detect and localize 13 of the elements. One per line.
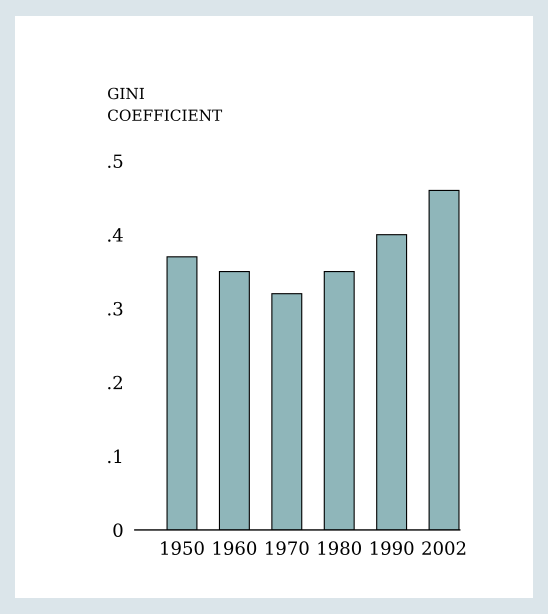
y-tick-label: .4	[108, 228, 123, 242]
y-tick-label: .3	[108, 302, 122, 316]
y-tick-label: .2	[108, 376, 122, 390]
y-tick-label: .1	[108, 450, 122, 464]
x-tick-label: 1970	[266, 541, 309, 555]
x-tick-label: 1950	[161, 541, 204, 555]
x-tick-label: 2002	[422, 541, 466, 555]
x-tick-label: 1960	[214, 541, 256, 555]
x-tick-label: 1980	[318, 541, 361, 555]
x-tick-label: 1990	[370, 541, 414, 555]
y-tick-label: 0	[113, 523, 122, 537]
y-axis-title: GINI COEFFICIENT	[108, 88, 222, 122]
y-tick-label: .5	[108, 154, 122, 168]
